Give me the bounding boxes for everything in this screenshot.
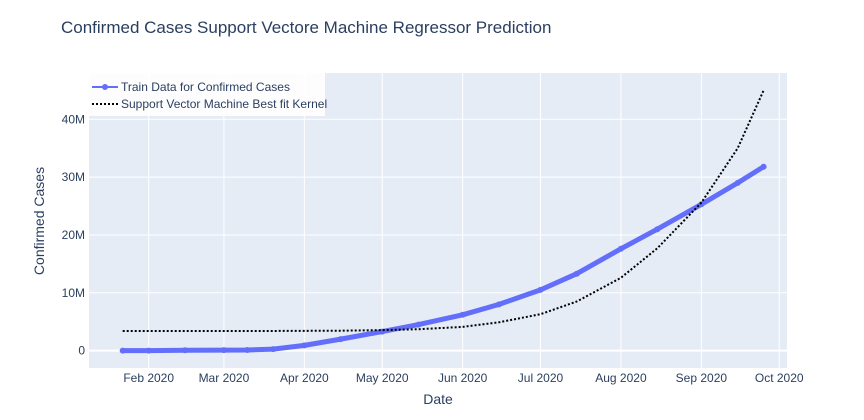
train-point-12 <box>537 286 544 293</box>
train-point-13 <box>573 270 580 277</box>
train-point-1 <box>145 347 152 354</box>
y-tick-label-0: 0 <box>78 344 85 358</box>
x-axis-ticks: Feb 2020 Mar 2020 Apr 2020 May 2020 Jun 2020… <box>123 371 804 385</box>
y-tick-label-4: 40M <box>62 112 85 126</box>
x-tick-label-5: Jul 2020 <box>518 371 564 385</box>
x-tick-label-8: Oct 2020 <box>755 371 804 385</box>
x-axis-title: Date <box>423 391 453 407</box>
grid <box>89 73 787 368</box>
legend-label-svm[interactable]: Support Vector Machine Best fit Kernel <box>121 97 327 111</box>
train-point-0 <box>119 347 126 354</box>
train-point-11 <box>496 301 502 308</box>
plot-area <box>89 73 787 368</box>
train-point-2 <box>182 347 188 354</box>
x-tick-label-0: Feb 2020 <box>123 371 174 385</box>
train-point-5 <box>270 346 277 353</box>
y-axis-ticks: 0 10M 20M 30M 40M <box>62 112 86 357</box>
y-tick-label-3: 30M <box>62 170 85 184</box>
legend-background <box>89 73 325 116</box>
train-point-9 <box>415 321 422 328</box>
series-layer <box>119 89 767 354</box>
x-tick-label-1: Mar 2020 <box>199 371 250 385</box>
train-point-18 <box>760 163 767 170</box>
train-point-15 <box>654 226 661 233</box>
x-tick-label-6: Aug 2020 <box>595 371 647 385</box>
legend-marker-train[interactable] <box>102 84 108 90</box>
train-point-6 <box>301 342 308 349</box>
x-tick-label-4: Jun 2020 <box>438 371 488 385</box>
train-point-17 <box>734 179 741 186</box>
train-point-10 <box>459 311 466 318</box>
legend: Train Data for Confirmed Cases Support V… <box>89 73 327 116</box>
train-point-3 <box>220 347 227 354</box>
y-tick-label-2: 20M <box>62 228 85 242</box>
x-tick-label-3: May 2020 <box>356 371 409 385</box>
train-point-16 <box>698 201 705 208</box>
series-line-svm <box>122 89 765 332</box>
chart-title: Confirmed Cases Support Vectore Machine … <box>61 18 551 37</box>
train-point-7 <box>337 336 344 343</box>
y-axis-title: Confirmed Cases <box>31 167 47 275</box>
legend-label-train[interactable]: Train Data for Confirmed Cases <box>121 80 290 94</box>
train-point-14 <box>617 245 624 252</box>
train-point-4 <box>244 347 251 353</box>
x-tick-label-7: Sep 2020 <box>676 371 728 385</box>
x-tick-label-2: Apr 2020 <box>280 371 329 385</box>
y-tick-label-1: 10M <box>62 286 85 300</box>
